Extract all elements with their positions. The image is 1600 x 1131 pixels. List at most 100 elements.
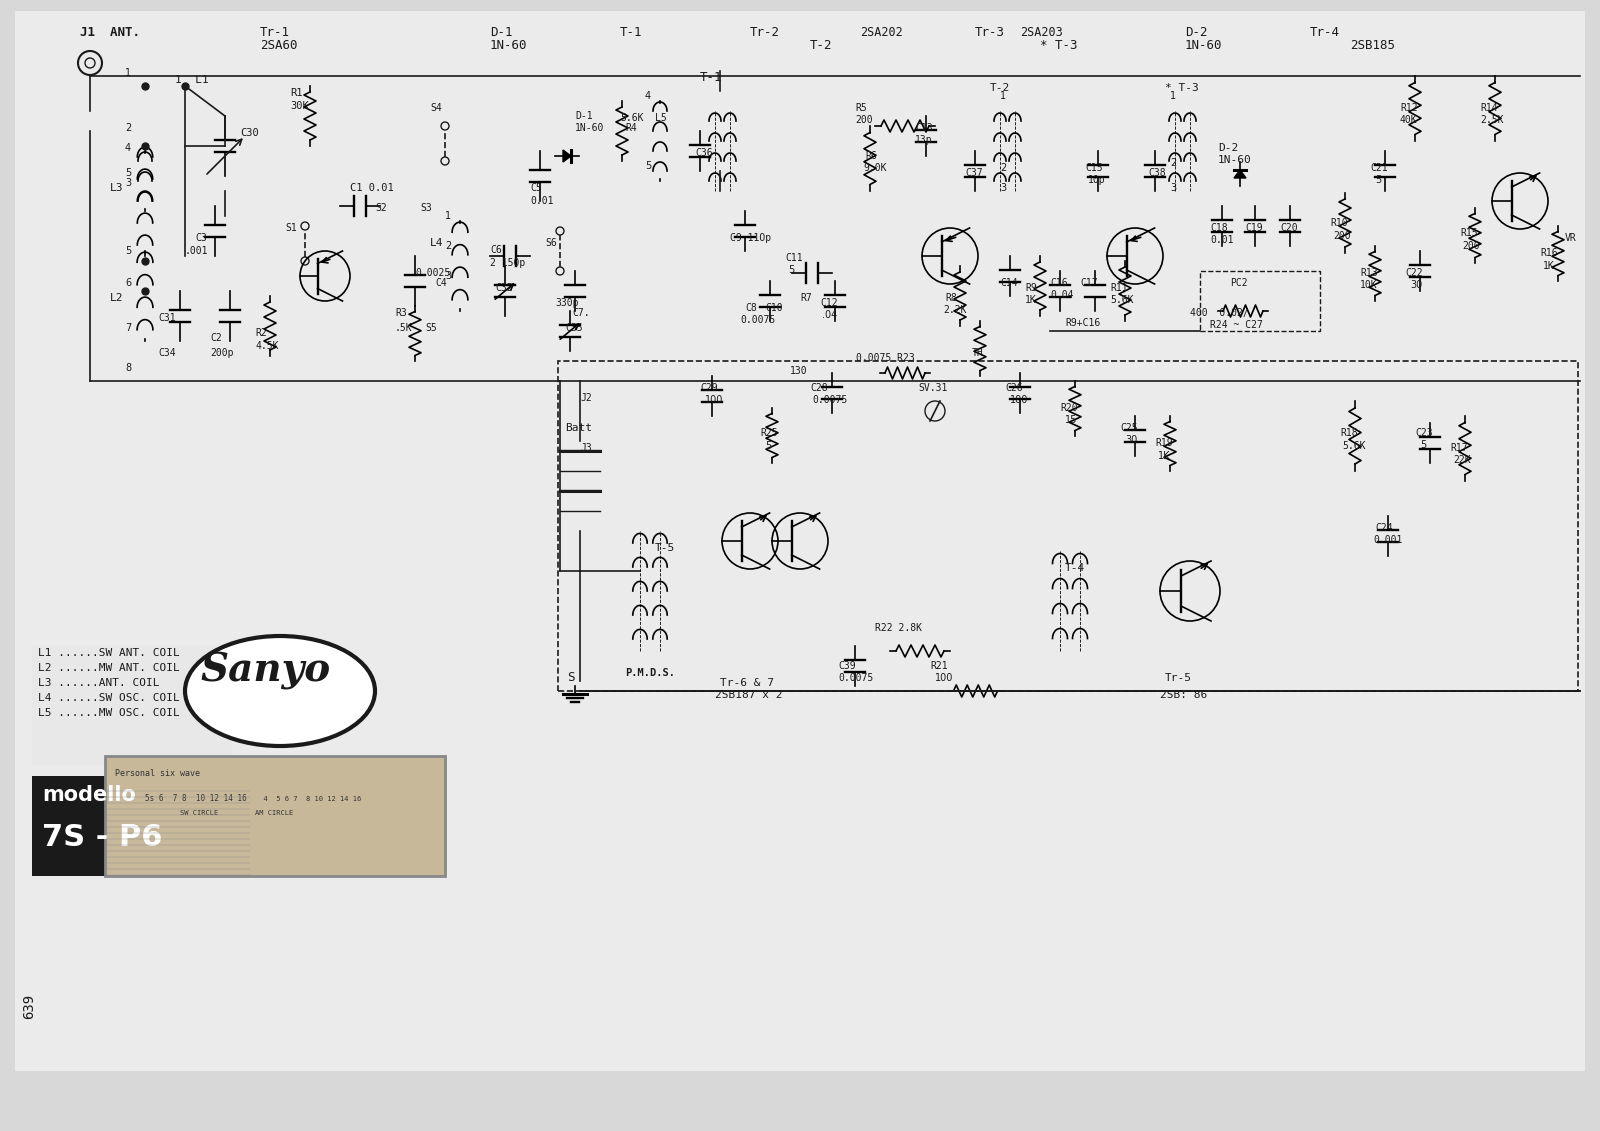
Text: 1: 1 <box>1000 90 1006 101</box>
Text: 0.001: 0.001 <box>1373 535 1402 545</box>
Text: 0.01: 0.01 <box>530 196 554 206</box>
Text: 2SB: 86: 2SB: 86 <box>1160 690 1208 700</box>
Text: D-1
1N-60: D-1 1N-60 <box>574 111 605 133</box>
Text: C37: C37 <box>965 169 982 178</box>
Text: 15: 15 <box>1066 415 1077 425</box>
Text: D-2: D-2 <box>1186 26 1208 38</box>
Text: R14: R14 <box>1480 103 1498 113</box>
Text: 5: 5 <box>1374 175 1381 185</box>
Text: J1  ANT.: J1 ANT. <box>80 26 141 38</box>
Text: S3: S3 <box>419 202 432 213</box>
Text: R22 2.8K: R22 2.8K <box>875 623 922 633</box>
Text: R17: R17 <box>1450 443 1467 454</box>
Text: 200: 200 <box>854 115 872 126</box>
Text: 30: 30 <box>1125 435 1138 444</box>
Text: 4.5K: 4.5K <box>254 342 278 351</box>
Text: C24: C24 <box>1374 523 1392 533</box>
Text: C23: C23 <box>1414 428 1432 438</box>
Text: 2: 2 <box>1170 158 1176 169</box>
Text: 200: 200 <box>1333 231 1350 241</box>
Ellipse shape <box>186 636 374 746</box>
Text: 3: 3 <box>1000 183 1006 193</box>
Text: R1: R1 <box>290 88 302 98</box>
Text: L3 ......ANT. COIL: L3 ......ANT. COIL <box>38 677 160 688</box>
Text: R20: R20 <box>1059 403 1078 413</box>
Text: Tr-4: Tr-4 <box>1310 26 1341 38</box>
Text: C34: C34 <box>158 348 176 359</box>
Text: * T-3: * T-3 <box>1040 38 1077 52</box>
Polygon shape <box>563 150 571 162</box>
Text: 1  L1: 1 L1 <box>174 75 208 85</box>
Text: 2.5K: 2.5K <box>1480 115 1504 126</box>
Text: Tr-5: Tr-5 <box>1165 673 1192 683</box>
Text: L5: L5 <box>654 113 667 123</box>
Text: R13: R13 <box>1360 268 1378 278</box>
Text: 5: 5 <box>765 441 771 451</box>
Text: L4: L4 <box>430 238 443 248</box>
Text: 1K: 1K <box>1158 451 1171 461</box>
Text: 5.6K: 5.6K <box>621 113 643 123</box>
Text: 1: 1 <box>1170 90 1176 101</box>
Text: C9 11Op: C9 11Op <box>730 233 771 243</box>
Text: 2: 2 <box>1000 163 1006 173</box>
Text: 1: 1 <box>125 68 131 78</box>
Text: S2: S2 <box>374 202 387 213</box>
Text: 5: 5 <box>1421 440 1426 450</box>
Text: C10: C10 <box>765 303 782 313</box>
Text: 13p: 13p <box>915 135 933 145</box>
Text: 4: 4 <box>125 143 131 153</box>
Text: 0.0075 R23: 0.0075 R23 <box>856 353 915 363</box>
Text: C3: C3 <box>195 233 206 243</box>
Text: L3: L3 <box>110 183 123 193</box>
Text: C30: C30 <box>240 128 259 138</box>
Text: TH: TH <box>973 348 984 359</box>
Text: Tr-3: Tr-3 <box>974 26 1005 38</box>
Text: 1N-60: 1N-60 <box>1218 155 1251 165</box>
Text: R12: R12 <box>1400 103 1418 113</box>
Text: R15: R15 <box>1459 228 1478 238</box>
Text: 1K: 1K <box>1542 261 1555 271</box>
Text: C29: C29 <box>701 383 718 392</box>
Text: 0.0025: 0.0025 <box>414 268 450 278</box>
Text: 8: 8 <box>125 363 131 373</box>
Text: Tr-2: Tr-2 <box>750 26 781 38</box>
Text: 40K: 40K <box>1400 115 1418 126</box>
Text: R16: R16 <box>1539 248 1558 258</box>
Text: 4: 4 <box>645 90 651 101</box>
Text: D-1: D-1 <box>490 26 512 38</box>
Text: 7S - P6: 7S - P6 <box>42 823 163 852</box>
Text: 2SA203: 2SA203 <box>1021 26 1062 38</box>
Text: .04: .04 <box>822 310 837 320</box>
Text: C31: C31 <box>158 313 176 323</box>
Text: T-4: T-4 <box>1066 563 1085 573</box>
Text: Sanyo: Sanyo <box>200 651 330 690</box>
Text: 22K: 22K <box>1453 455 1470 465</box>
Text: C20: C20 <box>1280 223 1298 233</box>
Text: R6: R6 <box>866 152 877 161</box>
Text: 0.04: 0.04 <box>1050 290 1074 300</box>
Text: C26: C26 <box>1005 383 1022 392</box>
Text: 100: 100 <box>934 673 954 683</box>
Text: C13: C13 <box>915 123 933 133</box>
Text: 5: 5 <box>125 169 131 178</box>
Text: C15: C15 <box>1085 163 1102 173</box>
Bar <box>1200 271 1320 331</box>
Text: 5: 5 <box>125 247 131 256</box>
Text: C39: C39 <box>838 661 856 671</box>
Bar <box>32 646 232 766</box>
Text: 4  5 6 7  8 10 12 14 16: 4 5 6 7 8 10 12 14 16 <box>254 796 362 802</box>
Text: 1K: 1K <box>1026 295 1037 305</box>
Text: 3: 3 <box>1170 183 1176 193</box>
Text: AM CIRCLE: AM CIRCLE <box>254 810 293 815</box>
Text: S4: S4 <box>430 103 442 113</box>
Text: VR: VR <box>1565 233 1576 243</box>
Text: SW CIRCLE: SW CIRCLE <box>179 810 218 815</box>
Text: 0.01: 0.01 <box>1210 235 1234 245</box>
Text: R25: R25 <box>760 428 778 438</box>
Text: 5: 5 <box>645 161 651 171</box>
Text: 6: 6 <box>125 278 131 288</box>
Text: 9.0K: 9.0K <box>862 163 886 173</box>
Text: R5: R5 <box>854 103 867 113</box>
Text: 0.0075: 0.0075 <box>813 395 848 405</box>
Text: C12: C12 <box>819 297 838 308</box>
